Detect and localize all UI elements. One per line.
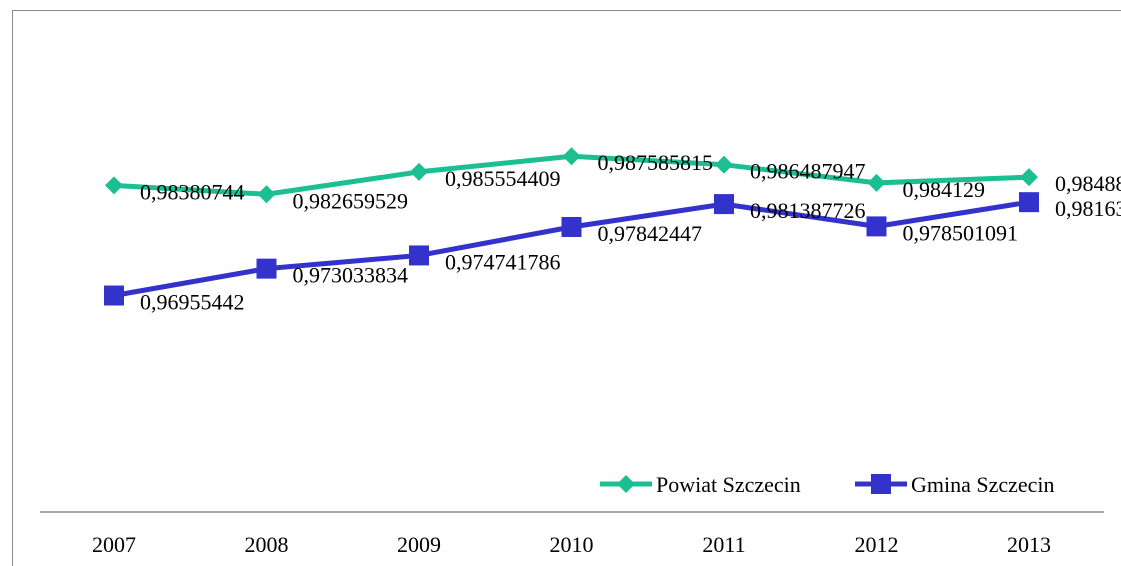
data-label: 0,98380744 — [140, 179, 245, 204]
data-point — [715, 155, 733, 174]
data-point — [714, 194, 734, 215]
series-2: 0,96955442 0,973033834 0,974741786 0,978424… — [104, 192, 1121, 315]
data-label: 0,987585815 — [598, 150, 714, 175]
data-point — [409, 245, 429, 266]
data-label: 0,986487947 — [750, 159, 866, 184]
x-tick-label: 2011 — [702, 532, 745, 557]
data-point — [866, 216, 887, 237]
legend: Powiat Szczecin Gmina Szczecin — [600, 472, 1055, 497]
legend-label: Powiat Szczecin — [656, 472, 801, 497]
data-label: 0,97842447 — [598, 221, 703, 246]
x-tick-label: 2007 — [92, 532, 136, 557]
data-label: 0,982659529 — [293, 188, 409, 213]
chart-frame — [12, 10, 1121, 566]
data-label: 0,973033834 — [293, 263, 409, 288]
data-label: 0,984880251 — [1055, 171, 1121, 196]
data-point — [1020, 168, 1038, 187]
series-line — [113, 199, 1030, 298]
data-point — [104, 285, 124, 306]
legend-item: Gmina Szczecin — [855, 472, 1055, 497]
x-tick-label: 2012 — [855, 532, 899, 557]
legend-item: Powiat Szczecin — [600, 472, 801, 497]
data-point — [867, 173, 886, 192]
data-label: 0,96955442 — [140, 290, 245, 315]
x-tick-label: 2009 — [397, 532, 441, 557]
x-tick-label: 2010 — [550, 532, 594, 557]
series-layer: 0,98380744 0,982659529 0,985554409 0,987585… — [104, 147, 1121, 315]
data-label: 0,981636814 — [1055, 196, 1121, 221]
legend-marker — [617, 475, 635, 493]
x-tick-label: 2013 — [1007, 532, 1051, 557]
data-label: 0,984129 — [903, 177, 986, 202]
legend-label: Gmina Szczecin — [911, 472, 1055, 497]
data-point — [105, 176, 123, 195]
x-tick-labels: 2007 2008 2009 2010 2011 2012 2013 — [92, 532, 1051, 557]
data-label: 0,985554409 — [445, 166, 561, 191]
data-point — [256, 258, 277, 279]
data-point — [257, 185, 276, 204]
data-point — [561, 216, 582, 237]
data-label: 0,974741786 — [445, 249, 561, 274]
data-point — [410, 162, 428, 181]
legend-marker — [871, 474, 891, 494]
series-1: 0,98380744 0,982659529 0,985554409 0,987585… — [105, 147, 1121, 213]
data-point — [562, 147, 581, 166]
data-point — [1019, 192, 1039, 213]
x-tick-label: 2008 — [245, 532, 289, 557]
data-label: 0,981387726 — [750, 198, 866, 223]
data-label: 0,978501091 — [903, 220, 1019, 245]
